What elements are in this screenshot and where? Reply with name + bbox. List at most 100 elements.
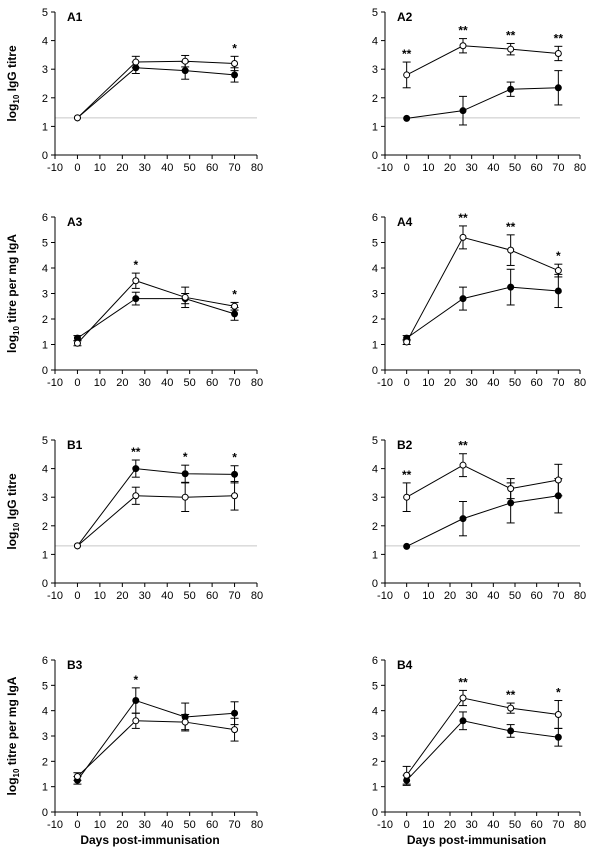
x-tick-label: -10 [377,819,393,831]
y-tick-label: 2 [372,314,378,326]
series-filled [403,478,563,550]
y-tick-label: 3 [42,289,48,301]
y-tick-label: 1 [372,340,378,352]
y-axis-label: log10 IgG titre [5,45,21,122]
x-tick-label: 60 [206,162,218,174]
series-filled: ** * * [73,445,239,550]
x-tick-label: 0 [74,377,80,389]
y-tick-label: 5 [372,680,378,692]
series-line [406,236,559,343]
data-point [459,233,467,241]
x-tick-label: 30 [466,819,478,831]
panel-title: A2 [397,10,413,24]
data-point [459,295,467,303]
data-point [554,287,562,295]
panel-title: A4 [397,215,413,229]
x-tick-label: 0 [404,162,410,174]
y-axis-label: log10 titre per mg IgA [5,234,21,353]
x-tick-label: 40 [161,377,173,389]
data-point [403,71,411,79]
data-point [507,45,515,53]
panel-title: B3 [67,658,83,672]
x-tick-label: 20 [444,819,456,831]
series-line [77,280,235,344]
x-tick-label: 20 [444,162,456,174]
series-filled [73,61,239,122]
y-tick-label: 1 [42,340,48,352]
y-axis-label: log10 titre per mg IgA [5,676,21,795]
data-point [132,295,140,303]
x-tick-label: 50 [184,590,196,602]
significance-label: ** [458,24,468,38]
x-tick-label: 40 [487,377,499,389]
x-tick-label: 30 [466,377,478,389]
series-open: ** ** ** ** [402,24,563,89]
y-tick-label: 2 [42,93,48,105]
series-line [77,495,235,547]
significance-label: ** [506,28,516,42]
series-line [77,720,235,777]
x-tick-label: -10 [47,377,63,389]
x-tick-label: -10 [377,162,393,174]
significance-label: * [133,258,138,272]
x-tick-label: 80 [574,162,586,174]
x-tick-label: 50 [184,377,196,389]
data-point [73,542,81,550]
significance-label: * [232,41,237,55]
data-point [507,85,515,93]
x-tick-label: 30 [139,590,151,602]
significance-label: * [232,451,237,465]
data-point [403,338,411,346]
x-tick-label: 10 [94,819,106,831]
x-axis-label: Days post-immunisation [80,833,219,847]
significance-label: ** [402,47,412,61]
x-tick-label: 60 [531,162,543,174]
y-tick-label: 1 [372,549,378,561]
x-tick-label: 70 [228,162,240,174]
x-tick-label: 60 [531,377,543,389]
y-tick-label: 0 [372,578,378,590]
y-tick-label: 6 [372,212,378,224]
y-tick-label: 4 [42,464,48,476]
data-point [231,709,239,717]
significance-label: ** [402,468,412,482]
x-tick-label: 0 [404,819,410,831]
series-line [406,720,559,781]
data-point [181,293,189,301]
y-tick-label: 1 [372,121,378,133]
panel-title: B4 [397,658,413,672]
x-tick-label: -10 [377,590,393,602]
data-point [181,57,189,65]
x-tick-label: 60 [531,590,543,602]
x-tick-label: 70 [552,819,564,831]
x-tick-label: 70 [552,377,564,389]
y-tick-label: 1 [42,121,48,133]
x-tick-label: 60 [531,819,543,831]
x-tick-label: 20 [444,377,456,389]
y-tick-label: 0 [372,150,378,162]
y-tick-label: 5 [372,238,378,250]
data-point [459,515,467,523]
x-tick-label: -10 [47,590,63,602]
data-point [231,71,239,79]
panel-title: A1 [67,10,83,24]
y-tick-label: 5 [42,238,48,250]
x-tick-label: 70 [228,590,240,602]
data-point [403,771,411,779]
x-tick-label: 10 [422,377,434,389]
y-tick-label: 5 [42,7,48,19]
data-point [554,84,562,92]
data-point [231,302,239,310]
series-open [73,480,239,550]
data-point [231,59,239,67]
data-point [132,697,140,705]
data-point [403,114,411,122]
data-point [554,476,562,484]
x-tick-label: 80 [251,162,263,174]
x-tick-label: 80 [251,377,263,389]
x-tick-label: 10 [422,162,434,174]
series-filled [403,70,563,126]
significance-label: ** [458,675,468,689]
